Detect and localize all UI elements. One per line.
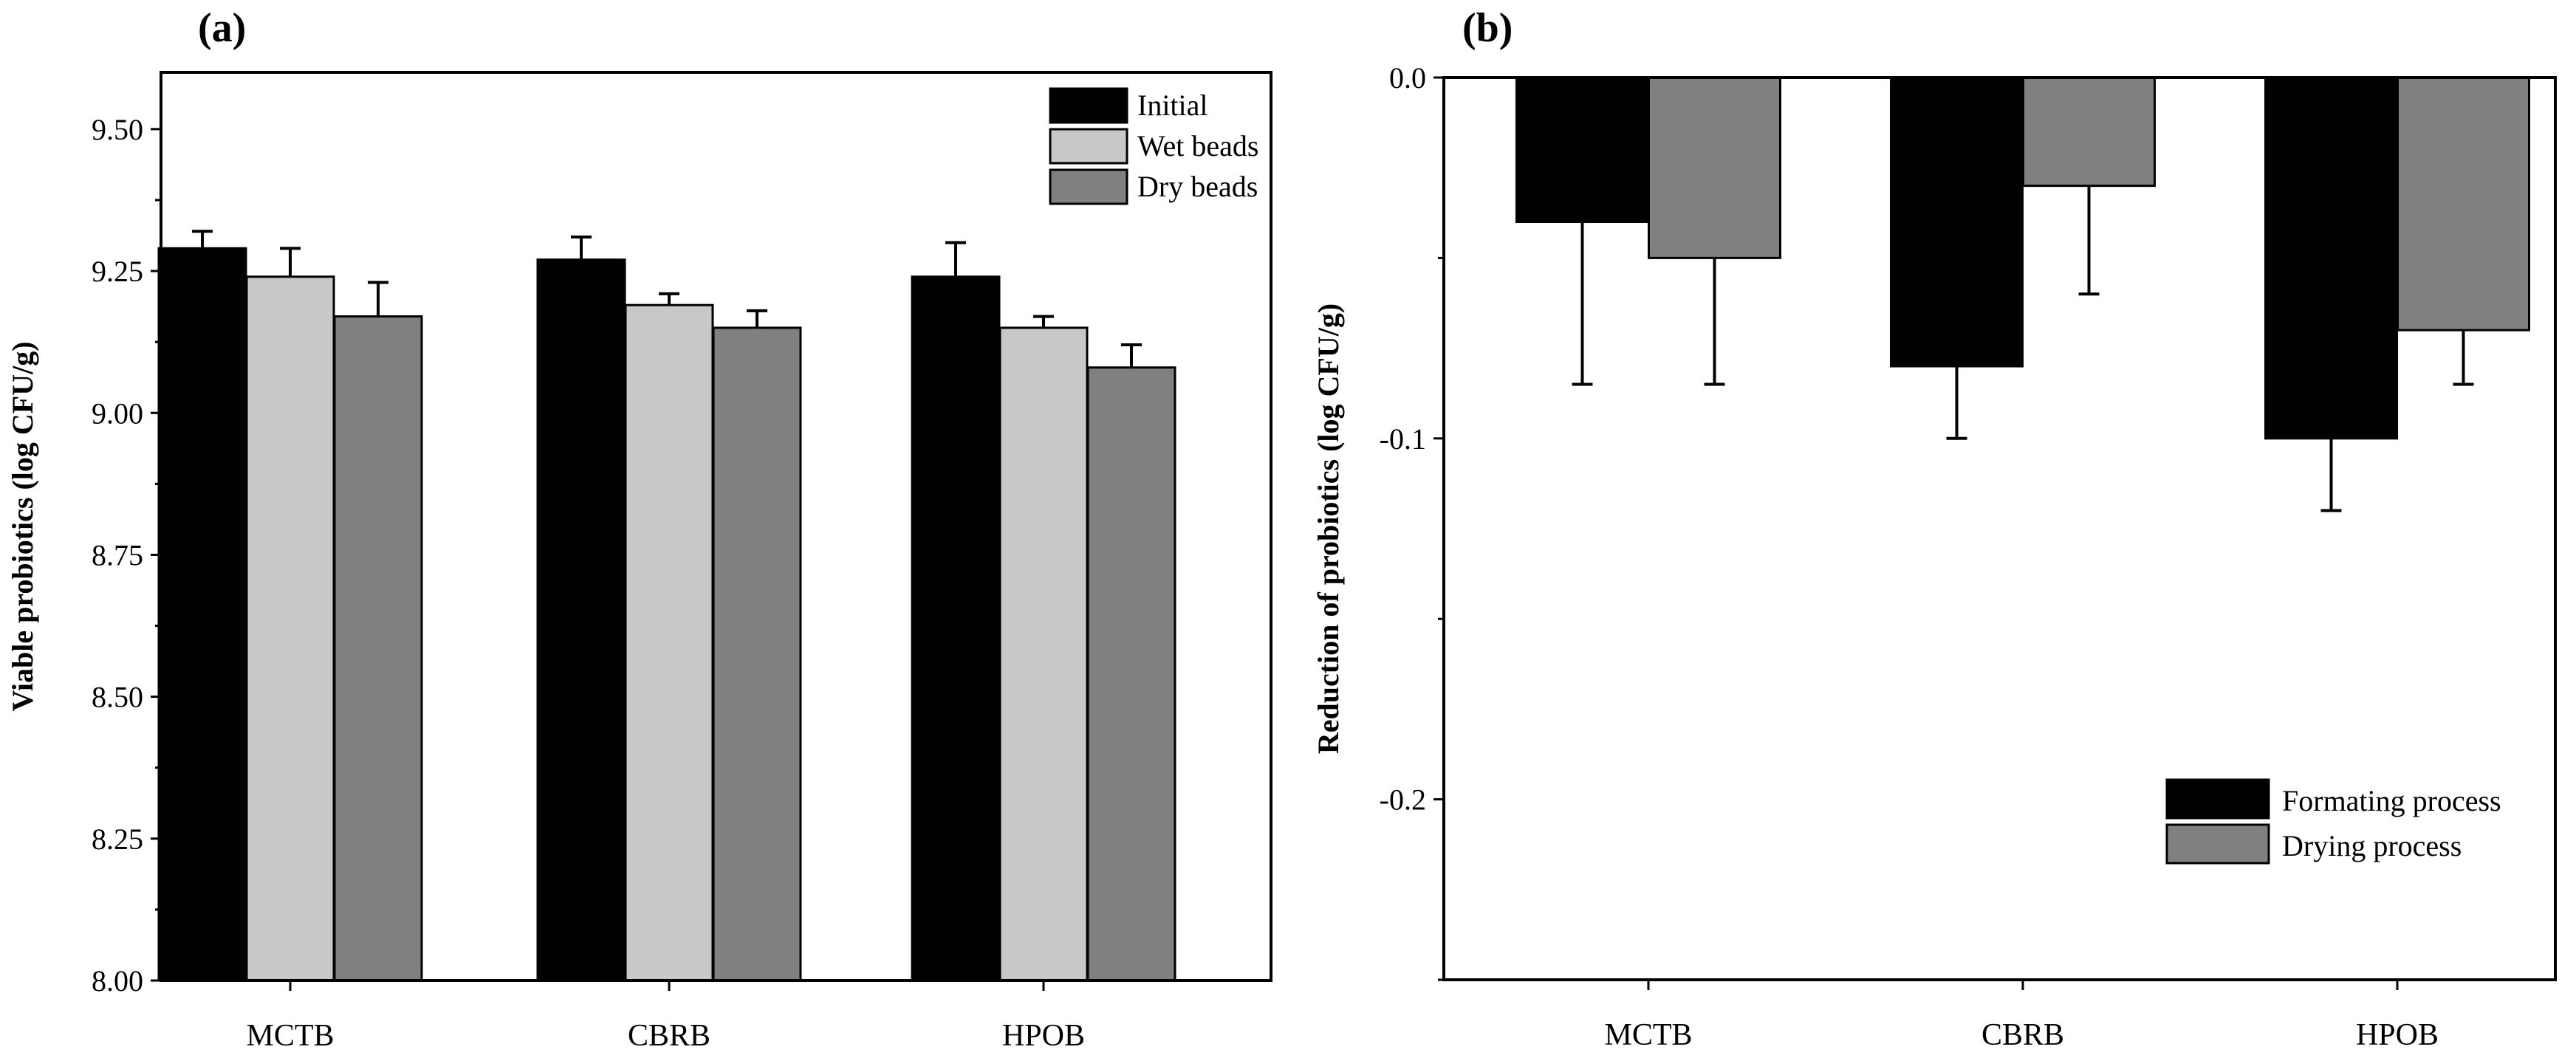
chart-a-category-label-cbrb: CBRB [628, 1019, 710, 1053]
chart-b-ytick-label-1: -0.1 [1380, 422, 1426, 456]
chart-a-ytick-label-0: 8.00 [92, 964, 143, 998]
chart-b-category-label-mctb: MCTB [1604, 1018, 1692, 1052]
chart-a-ytick-label-1: 8.25 [92, 823, 143, 856]
chart-b-category-label-hpob: HPOB [2356, 1018, 2439, 1052]
chart-b-bar-hpob-1 [2397, 76, 2530, 332]
chart-a-ytick-label-5: 9.25 [92, 255, 143, 288]
chart-b-ytick-label-0: 0.0 [1389, 61, 1426, 95]
chart-b-ytick-label-2: -0.2 [1380, 783, 1426, 817]
chart-b-bar-cbrb-1 [2022, 76, 2156, 188]
chart-a-legend-swatch-0 [1049, 87, 1128, 124]
chart-a-bar-hpob-0 [911, 275, 1001, 982]
chart-b-bar-mctb-1 [1648, 76, 1781, 259]
chart-b-bar-mctb-0 [1515, 76, 1649, 224]
chart-b-legend-swatch-1 [2165, 823, 2270, 865]
chart-a-panel-label: (a) [198, 5, 246, 51]
chart-a-ytick-label-4: 9.00 [92, 396, 143, 430]
chart-a-svg: (a) MCTB CBRB HPOB 8.00 8.25 8.50 8.75 9.00 9.25 9… [6, 5, 1272, 1053]
chart-a-bar-mctb-2 [333, 315, 423, 982]
chart-a-bar-hpob-1 [998, 326, 1089, 982]
chart-a-bar-mctb-1 [245, 275, 335, 982]
chart-a-legend-swatch-1 [1049, 128, 1128, 165]
chart-b-legend-swatch-0 [2165, 778, 2270, 820]
chart-a-ylabel: Viable probiotics (log CFU/g) [6, 341, 39, 711]
chart-a-category-label-hpob: HPOB [1002, 1019, 1085, 1053]
chart-a-legend-swatch-2 [1049, 168, 1128, 205]
chart-b-svg: (b) MCTB CBRB HPOB 0.0 -0.1 -0.2 Reduction of p… [1312, 5, 2557, 1052]
chart-a-legend-label-2: Dry beads [1137, 170, 1258, 203]
chart-a-ytick-label-6: 9.50 [92, 113, 143, 146]
chart-a-ytick-label-2: 8.50 [92, 681, 143, 714]
chart-panel-b: (b) MCTB CBRB HPOB 0.0 -0.1 -0.2 Reduction of p… [1288, 0, 2576, 1061]
chart-a-plot-frame [160, 71, 1272, 982]
chart-b-ylabel: Reduction of probiotics (log CFU/g) [1312, 303, 1345, 754]
chart-a-category-label-mctb: MCTB [246, 1019, 334, 1053]
chart-a-bar-mctb-0 [157, 247, 247, 982]
chart-b-legend-label-1: Drying process [2282, 829, 2462, 862]
chart-panel-a: (a) MCTB CBRB HPOB 8.00 8.25 8.50 8.75 9.00 9.25 9… [6, 5, 1272, 1053]
chart-a-bar-cbrb-0 [536, 258, 626, 982]
chart-a-bar-hpob-2 [1086, 366, 1176, 982]
chart-a-legend-label-0: Initial [1137, 89, 1208, 122]
chart-a-ytick-label-3: 8.75 [92, 538, 143, 571]
chart-b-category-label-cbrb: CBRB [1981, 1018, 2064, 1052]
chart-b-bar-hpob-0 [2264, 76, 2398, 440]
chart-a-bar-cbrb-1 [624, 303, 714, 982]
chart-a-legend-label-1: Wet beads [1137, 129, 1259, 162]
chart-b-plot-frame [1442, 76, 2557, 981]
chart-b-panel-label: (b) [1462, 5, 1513, 51]
chart-b-legend-label-0: Formating process [2282, 784, 2501, 817]
chart-a-bar-cbrb-2 [712, 326, 802, 982]
chart-b-bar-cbrb-0 [1890, 76, 2024, 368]
